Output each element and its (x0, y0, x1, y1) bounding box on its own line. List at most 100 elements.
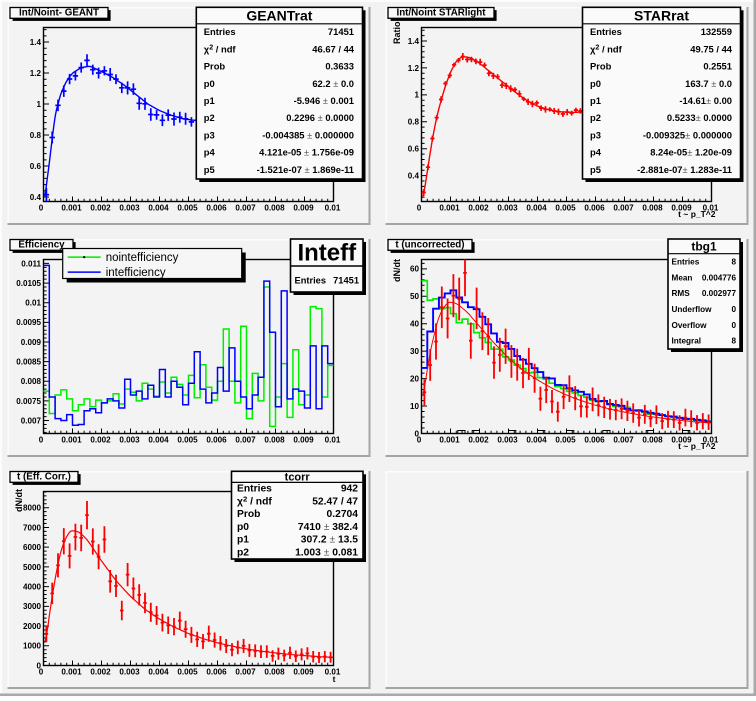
svg-text:0.002: 0.002 (468, 204, 489, 213)
svg-text:0.008: 0.008 (642, 436, 663, 445)
svg-text:tcorr: tcorr (285, 472, 311, 484)
svg-text:0.004: 0.004 (148, 436, 169, 445)
svg-text:0.009: 0.009 (293, 436, 314, 445)
svg-text:0.008: 0.008 (642, 204, 663, 213)
svg-text:p0: p0 (590, 78, 601, 89)
svg-text:0.011: 0.011 (21, 259, 41, 268)
svg-text:0.2296 ± 0.0000: 0.2296 ± 0.0000 (286, 112, 354, 123)
svg-text:0.001: 0.001 (61, 668, 82, 677)
svg-text:4.121e-05 ± 1.756e-09: 4.121e-05 ± 1.756e-09 (259, 147, 354, 158)
svg-text:0.008: 0.008 (264, 204, 285, 213)
svg-text:0.0095: 0.0095 (16, 318, 41, 327)
svg-text:0.009: 0.009 (21, 338, 42, 347)
svg-text:8.24e-05± 1.20e-09: 8.24e-05± 1.20e-09 (650, 147, 732, 158)
svg-text:p1: p1 (590, 95, 601, 106)
svg-text:χ2 / ndf: χ2 / ndf (590, 43, 623, 54)
svg-text:0.005: 0.005 (177, 204, 198, 213)
svg-text:0.002: 0.002 (90, 436, 111, 445)
svg-text:0.002977: 0.002977 (702, 289, 737, 298)
svg-text:0.0085: 0.0085 (16, 358, 41, 367)
svg-text:Int/Noint STARlight: Int/Noint STARlight (396, 8, 486, 19)
svg-text:Entries: Entries (237, 484, 272, 495)
svg-text:-5.946 ± 0.001: -5.946 ± 0.001 (294, 95, 354, 106)
svg-text:0.007: 0.007 (613, 204, 634, 213)
svg-text:-14.61± 0.00: -14.61± 0.00 (679, 95, 732, 106)
svg-text:p0: p0 (204, 78, 215, 89)
svg-text:0.007: 0.007 (235, 668, 256, 677)
svg-text:0.005: 0.005 (555, 204, 576, 213)
svg-text:0.008: 0.008 (264, 436, 285, 445)
svg-text:0.3633: 0.3633 (325, 61, 354, 72)
svg-text:t: t (333, 674, 336, 684)
svg-text:p1: p1 (237, 535, 249, 546)
svg-text:STARrat: STARrat (634, 8, 689, 24)
svg-text:0.006: 0.006 (584, 204, 605, 213)
svg-text:nointefficiency: nointefficiency (106, 252, 179, 264)
svg-text:71451: 71451 (328, 26, 354, 37)
svg-text:52.47 / 47: 52.47 / 47 (312, 496, 358, 507)
svg-text:0.005: 0.005 (177, 668, 198, 677)
svg-text:0.008: 0.008 (264, 668, 285, 677)
svg-text:0.001: 0.001 (61, 204, 82, 213)
svg-text:30: 30 (410, 347, 420, 356)
svg-text:1000: 1000 (23, 642, 42, 651)
svg-text:Entries: Entries (295, 276, 327, 286)
svg-text:t ~ p_T^2: t ~ p_T^2 (678, 209, 716, 219)
svg-text:tbg1: tbg1 (691, 240, 717, 254)
svg-text:50: 50 (410, 292, 420, 301)
svg-text:p0: p0 (237, 522, 249, 533)
svg-text:0.6: 0.6 (408, 145, 420, 154)
svg-text:307.2 ± 13.5: 307.2 ± 13.5 (301, 535, 358, 546)
svg-text:0.006: 0.006 (206, 204, 227, 213)
svg-text:p2: p2 (590, 112, 601, 123)
svg-text:p4: p4 (590, 147, 602, 158)
svg-text:0: 0 (39, 204, 44, 213)
svg-text:-1.521e-07 ± 1.869e-11: -1.521e-07 ± 1.869e-11 (257, 164, 354, 175)
svg-text:GEANTrat: GEANTrat (246, 8, 312, 24)
svg-text:4000: 4000 (23, 583, 42, 592)
svg-text:0.009: 0.009 (293, 204, 314, 213)
svg-text:-0.009325± 0.000000: -0.009325± 0.000000 (643, 129, 732, 140)
svg-text:0.004: 0.004 (148, 668, 169, 677)
svg-text:p5: p5 (590, 164, 601, 175)
svg-text:0.0075: 0.0075 (16, 397, 41, 406)
svg-text:8: 8 (731, 258, 736, 267)
svg-text:0.4: 0.4 (408, 172, 420, 181)
svg-text:0.003: 0.003 (119, 436, 140, 445)
svg-text:1: 1 (414, 91, 419, 100)
svg-text:dN/dt: dN/dt (14, 489, 24, 512)
svg-text:1.4: 1.4 (408, 37, 420, 46)
svg-text:1.4: 1.4 (30, 38, 42, 47)
svg-text:t ~ p_T^2: t ~ p_T^2 (678, 441, 716, 451)
svg-text:p3: p3 (204, 129, 215, 140)
svg-text:intefficiency: intefficiency (106, 267, 166, 279)
svg-text:0.002: 0.002 (90, 668, 111, 677)
svg-text:0: 0 (414, 429, 419, 438)
svg-text:Inteff: Inteff (297, 240, 357, 267)
svg-text:Prob: Prob (590, 61, 612, 72)
svg-text:χ2 / ndf: χ2 / ndf (237, 494, 272, 507)
svg-text:8000: 8000 (23, 504, 42, 513)
svg-text:Underflow: Underflow (672, 305, 713, 314)
svg-text:p1: p1 (204, 95, 215, 106)
svg-text:0.4: 0.4 (30, 193, 42, 202)
svg-text:8: 8 (731, 337, 736, 346)
svg-text:0.2704: 0.2704 (327, 509, 359, 520)
svg-text:t (Eff. Corr.): t (Eff. Corr.) (17, 472, 71, 483)
svg-text:Ratio: Ratio (392, 21, 402, 44)
svg-text:1.2: 1.2 (408, 64, 420, 73)
svg-text:6000: 6000 (23, 543, 42, 552)
svg-text:0.003: 0.003 (119, 204, 140, 213)
svg-text:Entries: Entries (590, 26, 622, 37)
svg-text:0.003: 0.003 (119, 668, 140, 677)
svg-text:-2.881e-07± 1.283e-11: -2.881e-07± 1.283e-11 (637, 164, 732, 175)
svg-text:0.2551: 0.2551 (703, 61, 732, 72)
svg-text:Int/Noint- GEANT: Int/Noint- GEANT (19, 8, 99, 19)
svg-text:t (uncorrected): t (uncorrected) (395, 240, 464, 251)
svg-text:0.5233± 0.0000: 0.5233± 0.0000 (667, 112, 732, 123)
svg-text:942: 942 (341, 484, 358, 495)
svg-text:0: 0 (36, 661, 41, 670)
svg-text:0.002: 0.002 (468, 436, 489, 445)
svg-text:1.003 ± 0.081: 1.003 ± 0.081 (295, 548, 358, 559)
svg-text:46.67 / 44: 46.67 / 44 (312, 43, 354, 54)
